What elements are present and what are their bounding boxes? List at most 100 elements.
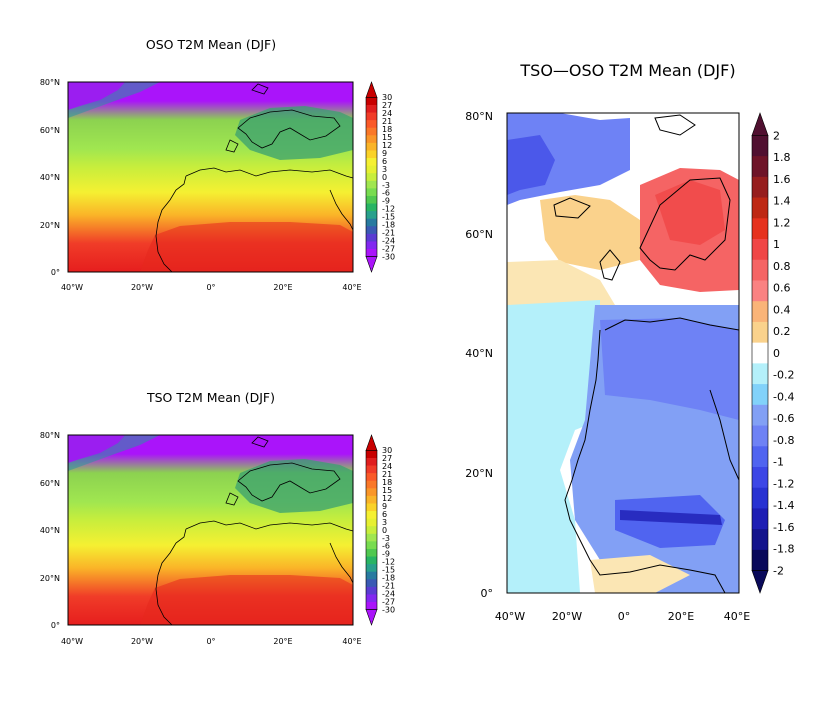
colorbar-label: -12 [382,205,395,214]
colorbar-label: 15 [382,133,392,142]
colorbar-segment [752,529,768,551]
cold-polar-region [68,82,125,110]
x-tick-label: 40°E [342,637,361,646]
colorbar-segment [366,211,377,220]
colorbar-segment [366,602,377,610]
colorbar-label: 9 [382,502,387,511]
colorbar-label: -27 [382,244,395,253]
negative-mediterranean [600,318,739,420]
x-tick-label: 20°E [273,637,292,646]
cold-land-region [235,106,353,160]
x-tick-label: 40°E [724,610,750,623]
colorbar-label: -9 [382,197,390,206]
x-tick-labels: 40°W 20°W 0° 20°E 40°E [61,637,362,646]
colorbar-segment [366,586,377,595]
colorbar-label: 18 [382,125,392,134]
x-tick-label: 20°W [131,283,153,292]
colorbar-segment [366,97,377,106]
colorbar-label: 30 [382,93,392,102]
colorbar-segment [366,135,377,144]
colorbar-segment [366,158,377,167]
colorbar-label: -27 [382,597,395,606]
colorbar-label: -1.2 [773,477,794,490]
x-tick-label: 0° [206,637,215,646]
colorbar-segment [366,533,377,542]
colorbar-label: -0.6 [773,412,794,425]
colorbar-label: -0.4 [773,390,794,403]
colorbar-label: -3 [382,181,390,190]
colorbar-label: 0.8 [773,260,791,273]
colorbar-segment [752,197,768,219]
coastline [553,114,740,594]
x-tick-label: 40°W [61,283,83,292]
positive-north-atlantic [540,195,640,270]
y-tick-labels: 0° 20°N 40°N 60°N 80°N [40,431,60,630]
colorbar-label: -6 [382,189,390,198]
x-tick-label: 20°E [668,610,694,623]
y-tick-label: 40°N [40,173,60,182]
colorbar-segment [366,556,377,565]
coastline [155,83,354,273]
colorbar-label: 15 [382,486,392,495]
map-frame [506,112,740,594]
y-tick-label: 0° [51,621,60,630]
panel-title-diff: TSO—OSO T2M Mean (DJF) [519,61,735,80]
colorbar-segment [366,473,377,482]
y-tick-label: 60°N [40,126,60,135]
strongest-negative-band [620,510,722,525]
warm-land-region [140,222,353,272]
colorbar-label: -18 [382,574,395,583]
x-tick-label: 20°W [552,610,582,623]
colorbar-bottom-arrow [365,609,378,626]
map-oso: 40°W 20°W 0° 20°E 40°E 0° 20°N 40°N 60°N… [40,78,395,292]
x-tick-label: 0° [618,610,631,623]
colorbar-segment [366,579,377,588]
colorbar-label: 1 [773,238,780,251]
colorbar-segment [752,425,768,447]
x-tick-label: 40°E [342,283,361,292]
colorbar-label: 12 [382,494,392,503]
x-tick-label: 40°W [61,637,83,646]
x-tick-label: 40°W [495,610,525,623]
colorbar-label: 0.2 [773,325,791,338]
y-tick-label: 80°N [40,431,60,440]
colorbar-label: 12 [382,141,392,150]
colorbar-label: -0.2 [773,369,794,382]
colorbar-segment [366,548,377,557]
colorbar-segment [366,150,377,159]
colorbar-label: -21 [382,229,395,238]
map-tso: 40°W 20°W 0° 20°E 40°E 0° 20°N 40°N 60°N… [40,431,395,646]
colorbar-label: 0 [382,173,387,182]
colorbar-label: -1.8 [773,543,794,556]
colorbar-segment [752,384,768,406]
colorbar-segment [366,127,377,136]
colorbar-segment [752,156,768,178]
y-tick-labels: 0° 20°N 40°N 60°N 80°N [465,110,493,600]
colorbar-label: 2 [773,129,780,142]
colorbar-label: -1 [773,456,784,469]
colorbar-segment [752,259,768,281]
colorbar-segment [366,465,377,474]
y-tick-label: 60°N [465,228,493,241]
colorbar-label: 6 [382,510,387,519]
colorbar-segment [752,176,768,198]
colorbar-segment [366,120,377,129]
colorbar-bottom-arrow [365,256,378,273]
colorbar-segment [366,488,377,497]
cold-polar-region [68,435,125,463]
colorbar-label: 1.2 [773,216,791,229]
colorbar-segment [752,239,768,261]
cold-land-region [235,459,353,513]
colorbar-segment [366,518,377,527]
colorbar-segment [366,564,377,573]
colorbar-label: 0.4 [773,303,791,316]
colorbar-segment [752,135,768,157]
y-tick-label: 0° [481,587,494,600]
strong-positive-scandinavia [655,180,725,245]
colorbar-label: 3 [382,165,387,174]
colorbar-label: 1.6 [773,173,791,186]
colorbar-segment [366,188,377,197]
weak-negative-west-africa [507,300,600,593]
colorbar-segment [752,508,768,530]
